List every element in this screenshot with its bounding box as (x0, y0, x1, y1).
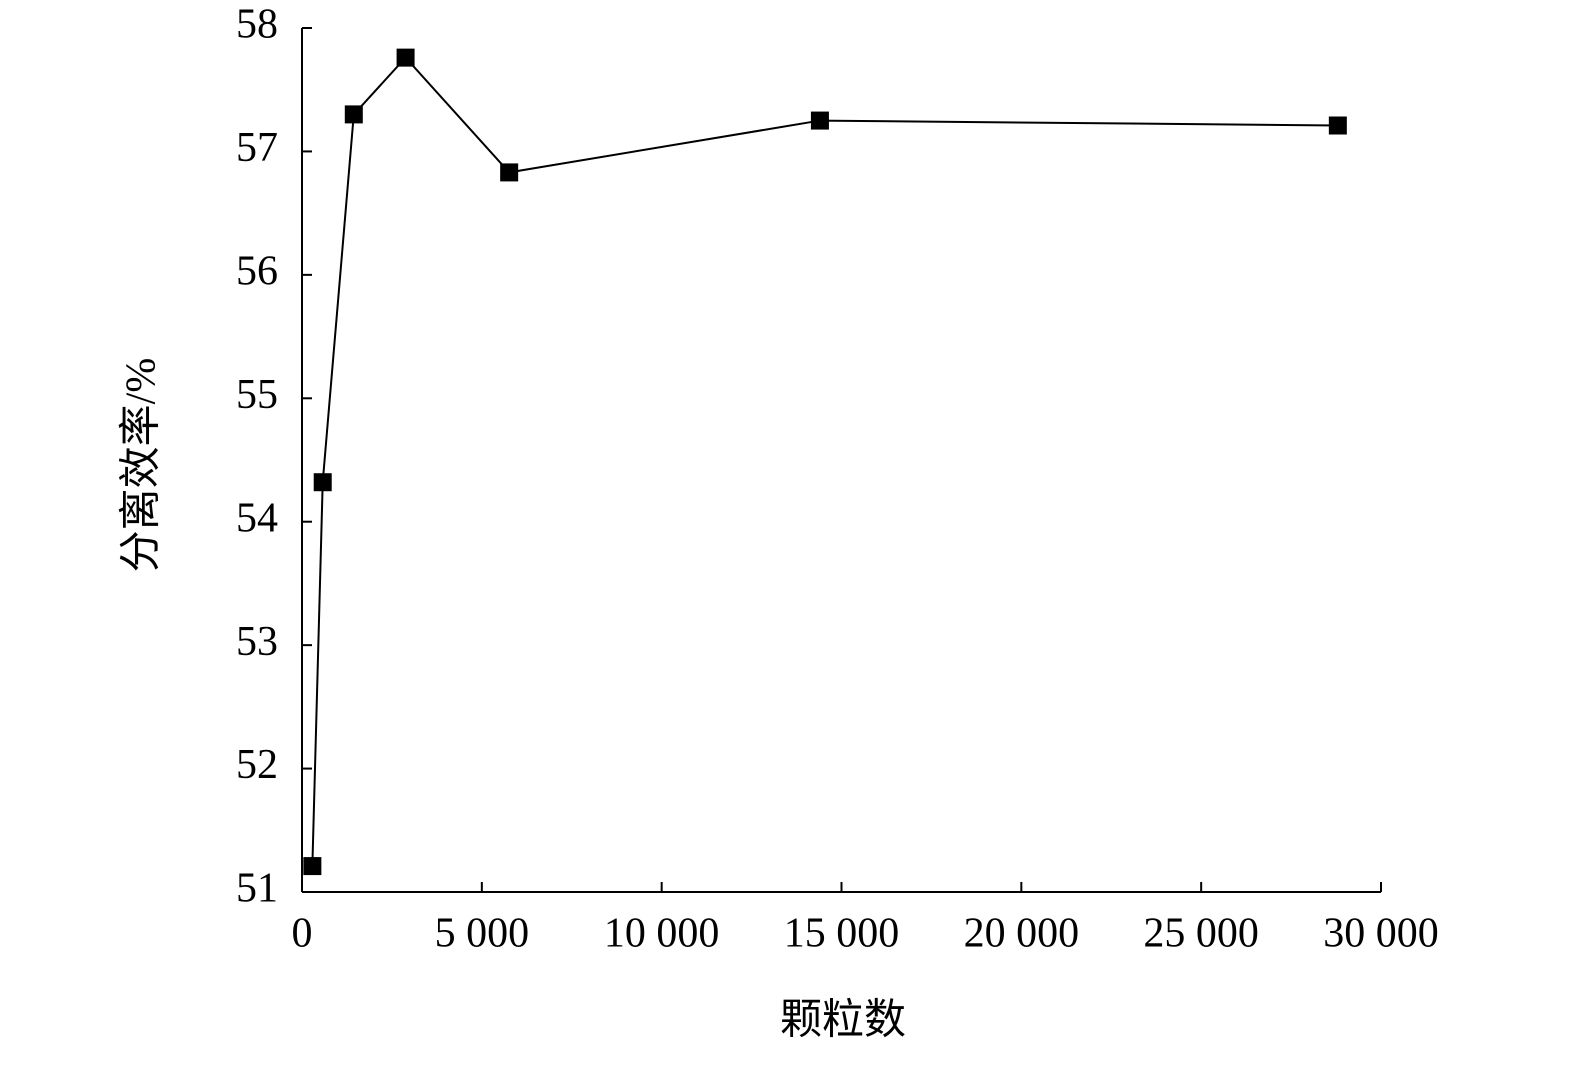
x-tick-label: 15 000 (784, 911, 900, 957)
x-tick-label: 5 000 (435, 911, 530, 957)
y-tick-label: 51 (236, 866, 278, 912)
marker (303, 857, 322, 876)
x-tick-label: 20 000 (964, 911, 1080, 957)
y-tick-label: 58 (236, 2, 278, 48)
x-tick-label: 25 000 (1143, 911, 1259, 957)
marker (344, 105, 363, 124)
y-tick-label: 53 (236, 619, 278, 665)
y-tick-label: 57 (236, 125, 278, 171)
x-axis-label: 颗粒数 (780, 998, 906, 1044)
x-tick-label: 30 000 (1323, 911, 1439, 957)
x-tick-label: 0 (292, 911, 313, 957)
y-axis-label: 分离效率/% (118, 358, 165, 573)
marker (313, 473, 332, 492)
marker (1328, 116, 1347, 135)
marker (500, 163, 519, 182)
line (311, 56, 1338, 867)
x-tick-label: 10 000 (604, 911, 720, 957)
y-tick-label: 55 (236, 372, 278, 418)
y-tick-label: 52 (236, 742, 278, 788)
y-tick-label: 54 (236, 495, 278, 541)
marker (396, 48, 415, 67)
marker (810, 111, 829, 130)
y-tick-label: 56 (236, 248, 278, 294)
